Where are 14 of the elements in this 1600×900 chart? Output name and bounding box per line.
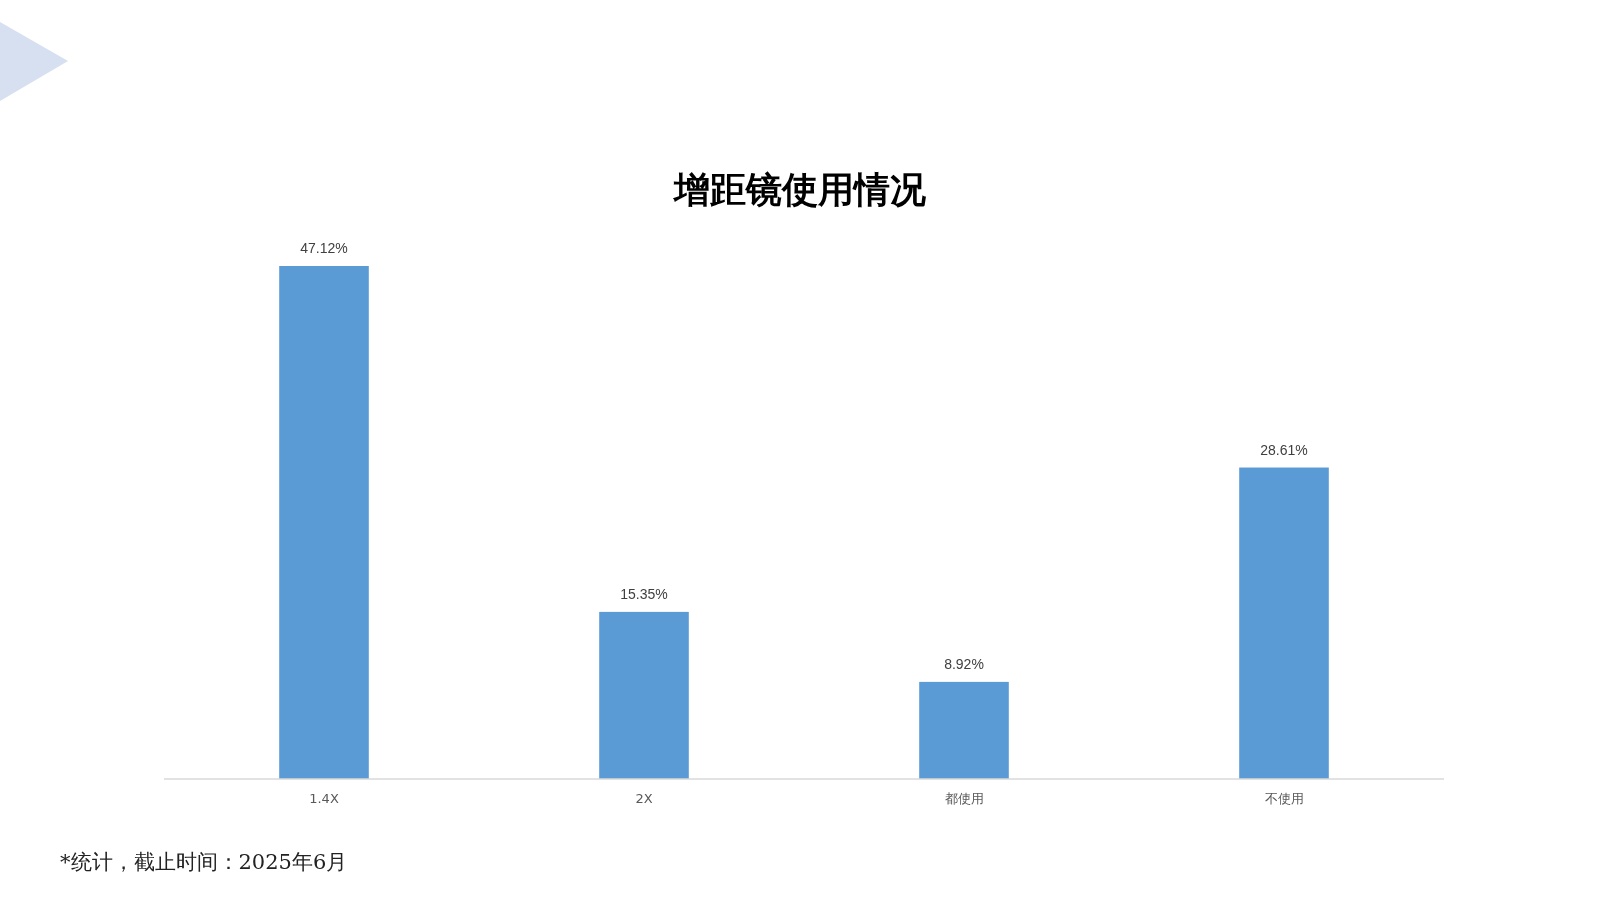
data-label: 15.35%	[620, 585, 668, 602]
data-label: 47.12%	[300, 240, 348, 256]
bar	[919, 681, 1009, 779]
x-tick-label: 都使用	[944, 791, 984, 806]
chart-title: 增距镜使用情况	[672, 170, 926, 210]
bar	[599, 611, 689, 779]
x-tick-label: 不使用	[1264, 791, 1304, 806]
bar	[1239, 467, 1329, 779]
data-label: 28.61%	[1260, 441, 1308, 458]
x-tick-label: 2X	[635, 791, 653, 806]
data-label: 8.92%	[944, 655, 984, 672]
bar	[279, 266, 369, 779]
x-tick-label: 1.4X	[309, 791, 339, 806]
text: *统计，截止时间：2025年6月	[60, 850, 348, 874]
